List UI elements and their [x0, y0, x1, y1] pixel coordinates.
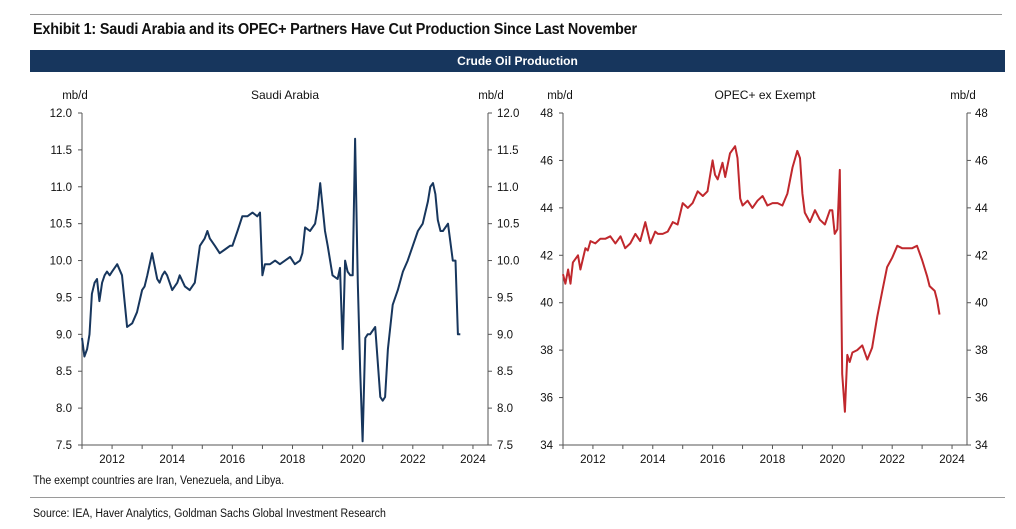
chart2-xtick-label: 2018: [760, 454, 786, 466]
chart2-ytick-label-right: 38: [975, 345, 988, 357]
chart2-ytick-label-left: 36: [540, 393, 553, 405]
chart2-xtick-label: 2020: [820, 454, 846, 466]
chart2-xtick-label: 2022: [879, 454, 905, 466]
exhibit-title: Exhibit 1: Saudi Arabia and its OPEC+ Pa…: [33, 21, 637, 38]
chart1-xtick-label: 2020: [340, 454, 366, 466]
chart2-ytick-label-left: 38: [540, 345, 553, 357]
chart1-ylabel-left: mb/d: [62, 90, 88, 102]
chart1-xtick-label: 2024: [460, 454, 486, 466]
chart2-ytick-label-left: 44: [540, 203, 553, 215]
chart1-ytick-label-left: 7.5: [56, 440, 72, 452]
chart1-ytick-label-left: 8.5: [56, 366, 72, 378]
chart2-ytick-label-left: 42: [540, 250, 553, 262]
chart1-ytick-label-right: 9.0: [497, 329, 513, 341]
chart1-ytick-label-left: 10.5: [50, 219, 72, 231]
source-note: Source: IEA, Haver Analytics, Goldman Sa…: [33, 508, 386, 520]
chart2-xtick-label: 2024: [939, 454, 965, 466]
chart2-ytick-label-left: 48: [540, 108, 553, 120]
chart1-xtick-label: 2014: [159, 454, 185, 466]
chart2-ylabel-left: mb/d: [547, 90, 573, 102]
chart2-ylabel-right: mb/d: [950, 90, 976, 102]
bottom-rule: [30, 497, 1005, 498]
chart2-ytick-label-left: 40: [540, 298, 553, 310]
chart1-xtick-label: 2012: [99, 454, 125, 466]
chart2-xtick-label: 2014: [640, 454, 666, 466]
chart2-ytick-label-right: 40: [975, 298, 988, 310]
chart1-ytick-label-left: 8.0: [56, 403, 72, 415]
chart1-xtick-label: 2018: [280, 454, 306, 466]
chart1-xtick-label: 2022: [400, 454, 426, 466]
chart1-ytick-label-left: 11.0: [50, 182, 72, 194]
chart1-ytick-label-left: 9.0: [56, 329, 72, 341]
footnote: The exempt countries are Iran, Venezuela…: [33, 475, 285, 487]
chart2-ytick-label-right: 48: [975, 108, 988, 120]
chart1-title: Saudi Arabia: [251, 88, 319, 102]
top-rule: [30, 14, 1002, 15]
chart2-ytick-label-left: 34: [540, 440, 553, 452]
chart1-ytick-label-left: 12.0: [50, 108, 72, 120]
chart2-ytick-label-right: 44: [975, 203, 988, 215]
chart1-ytick-label-left: 9.5: [56, 292, 72, 304]
chart2-xtick-label: 2012: [580, 454, 606, 466]
chart2-ytick-label-right: 46: [975, 155, 988, 167]
chart2-ytick-label-right: 34: [975, 440, 988, 452]
chart1-ytick-label-right: 8.0: [497, 403, 513, 415]
chart1-ytick-label-left: 11.5: [50, 145, 72, 157]
chart1-ylabel-right: mb/d: [478, 90, 504, 102]
chart1-ytick-label-right: 9.5: [497, 292, 513, 304]
chart1-ytick-label-right: 10.5: [497, 219, 519, 231]
chart1-ytick-label-right: 8.5: [497, 366, 513, 378]
section-banner: Crude Oil Production: [30, 50, 1005, 72]
chart1-ytick-label-right: 7.5: [497, 440, 513, 452]
chart2-ytick-label-right: 42: [975, 250, 988, 262]
chart1-ytick-label-right: 11.0: [497, 182, 519, 194]
chart2-ytick-label-right: 36: [975, 393, 988, 405]
chart1-xtick-label: 2016: [220, 454, 246, 466]
chart1-ytick-label-right: 12.0: [497, 108, 519, 120]
chart1-ytick-label-left: 10.0: [50, 256, 72, 268]
chart1-series-line: [81, 137, 461, 443]
chart2-title: OPEC+ ex Exempt: [714, 88, 816, 102]
chart1-ytick-label-right: 11.5: [497, 145, 519, 157]
chart2-xtick-label: 2016: [700, 454, 726, 466]
chart1-ytick-label-right: 10.0: [497, 256, 519, 268]
chart2-ytick-label-left: 46: [540, 155, 553, 167]
chart2-series-line: [562, 145, 941, 413]
